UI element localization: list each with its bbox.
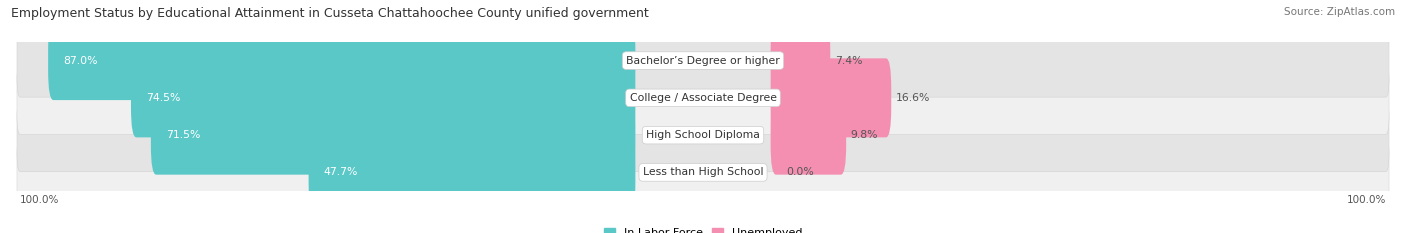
FancyBboxPatch shape (17, 136, 1389, 209)
Text: 71.5%: 71.5% (166, 130, 201, 140)
Text: 9.8%: 9.8% (851, 130, 879, 140)
Text: 16.6%: 16.6% (896, 93, 931, 103)
FancyBboxPatch shape (17, 61, 1389, 134)
Text: Source: ZipAtlas.com: Source: ZipAtlas.com (1284, 7, 1395, 17)
FancyBboxPatch shape (131, 58, 636, 137)
FancyBboxPatch shape (308, 133, 636, 212)
Text: 74.5%: 74.5% (146, 93, 180, 103)
Text: Bachelor’s Degree or higher: Bachelor’s Degree or higher (626, 56, 780, 65)
FancyBboxPatch shape (48, 21, 636, 100)
Text: 100.0%: 100.0% (1347, 195, 1386, 205)
FancyBboxPatch shape (770, 21, 831, 100)
Text: 0.0%: 0.0% (786, 168, 814, 177)
FancyBboxPatch shape (770, 96, 846, 175)
FancyBboxPatch shape (770, 58, 891, 137)
Text: 100.0%: 100.0% (20, 195, 59, 205)
FancyBboxPatch shape (17, 99, 1389, 172)
FancyBboxPatch shape (17, 24, 1389, 97)
Text: Less than High School: Less than High School (643, 168, 763, 177)
Legend: In Labor Force, Unemployed: In Labor Force, Unemployed (599, 223, 807, 233)
Text: 47.7%: 47.7% (323, 168, 359, 177)
FancyBboxPatch shape (150, 96, 636, 175)
Text: 87.0%: 87.0% (63, 56, 98, 65)
Text: College / Associate Degree: College / Associate Degree (630, 93, 776, 103)
Text: High School Diploma: High School Diploma (647, 130, 759, 140)
Text: Employment Status by Educational Attainment in Cusseta Chattahoochee County unif: Employment Status by Educational Attainm… (11, 7, 650, 20)
Text: 7.4%: 7.4% (835, 56, 862, 65)
